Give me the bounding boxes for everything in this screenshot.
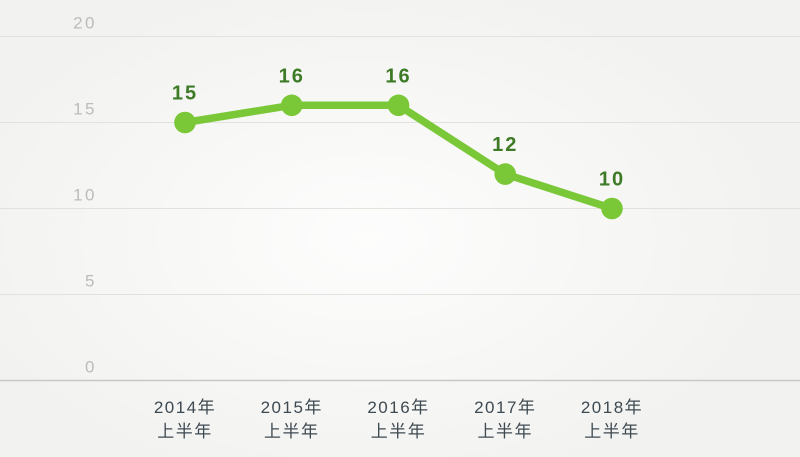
- data-point: [174, 111, 196, 134]
- y-axis-tick-labels-group: 0 5 10 15 20: [73, 14, 97, 377]
- x-axis-label-half: 上半年: [478, 422, 534, 441]
- value-labels-group: 15 16 16 12 10: [172, 65, 625, 191]
- value-label: 12: [492, 134, 518, 156]
- trend-line: [181, 101, 616, 213]
- gridlines-group: [0, 36, 800, 382]
- value-label: 15: [172, 83, 198, 105]
- x-axis-label-year: 2016年: [367, 398, 429, 417]
- data-point: [387, 94, 410, 117]
- value-label: 16: [279, 65, 305, 87]
- x-axis-label-year: 2017年: [474, 398, 536, 417]
- x-axis-label-year: 2018年: [581, 398, 643, 417]
- data-point: [280, 94, 303, 117]
- x-axis-label-year: 2014年: [154, 398, 216, 417]
- value-label: 16: [385, 65, 411, 87]
- y-tick-label: 0: [85, 358, 97, 377]
- x-axis-label-half: 上半年: [371, 422, 427, 441]
- data-points-group: [174, 94, 623, 220]
- y-tick-label: 20: [73, 14, 97, 33]
- y-tick-label: 10: [73, 186, 97, 205]
- x-axis-label-half: 上半年: [584, 422, 640, 441]
- value-label: 10: [599, 169, 625, 191]
- data-point: [601, 197, 623, 220]
- x-axis-label-half: 上半年: [264, 422, 320, 441]
- y-tick-label: 5: [85, 272, 97, 291]
- x-axis-label-year: 2015年: [261, 398, 323, 417]
- x-axis-label-half: 上半年: [157, 422, 213, 441]
- y-tick-label: 15: [73, 100, 97, 119]
- data-point: [494, 163, 517, 185]
